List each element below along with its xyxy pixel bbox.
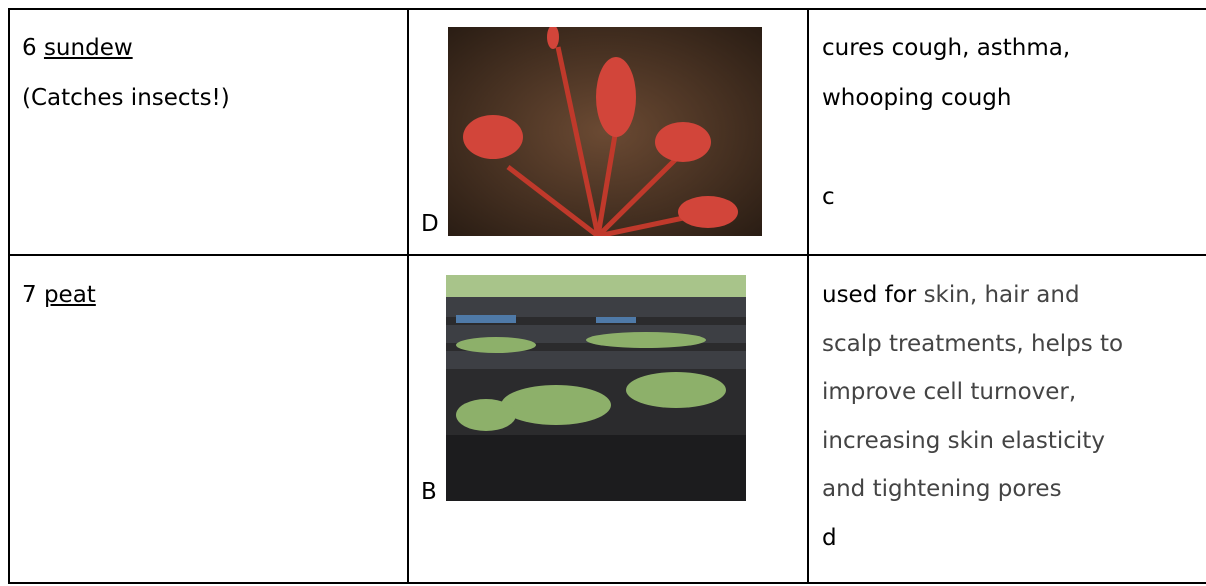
use-text: and tightening pores (822, 475, 1062, 503)
image-label: D (421, 210, 439, 238)
border (8, 254, 1206, 256)
peat-image (446, 275, 746, 501)
sundew-image (448, 27, 762, 236)
use-text: cures cough, asthma, (822, 34, 1070, 62)
border (8, 582, 1206, 584)
use-text: improve cell turnover, (822, 378, 1076, 406)
answer: c (822, 183, 835, 211)
page: 6 sundew (Catches insects!) D cures coug… (0, 0, 1206, 586)
border (8, 8, 10, 584)
note: (Catches insects!) (22, 84, 230, 112)
use-text: whooping cough (822, 84, 1011, 112)
border (8, 8, 1206, 10)
border (407, 8, 409, 584)
border (807, 8, 809, 584)
use-text: scalp treatments, helps to (822, 330, 1123, 358)
item: 7 peat (22, 281, 96, 309)
image-label: B (421, 478, 437, 506)
item: 6 sundew (22, 34, 133, 62)
answer: d (822, 524, 837, 552)
use-text: increasing skin elasticity (822, 427, 1105, 455)
use-text: used for skin, hair and (822, 281, 1080, 309)
